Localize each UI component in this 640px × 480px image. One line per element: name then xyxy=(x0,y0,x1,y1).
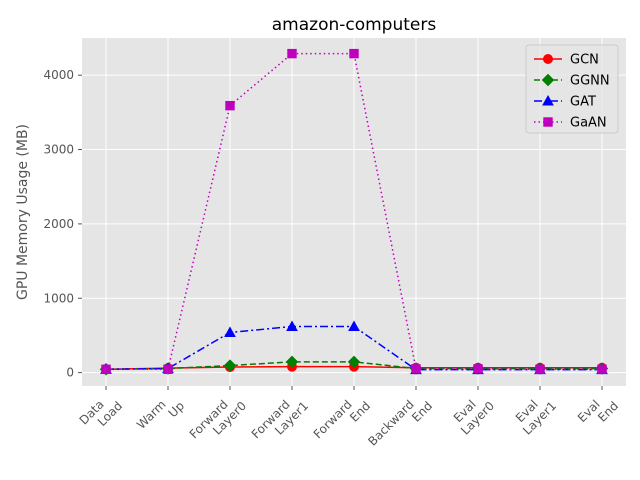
data-point xyxy=(285,355,299,369)
y-axis-ticks: 0 1000 2000 3000 4000 xyxy=(43,68,82,380)
data-point xyxy=(597,364,607,374)
y-tick-label: 1000 xyxy=(43,291,74,305)
series-layer xyxy=(99,48,609,376)
x-tick-label-line: End xyxy=(595,399,621,425)
legend-label: GAT xyxy=(570,95,596,110)
data-point xyxy=(349,48,359,59)
data-point xyxy=(223,359,237,372)
y-tick-label: 4000 xyxy=(43,68,74,82)
data-point xyxy=(287,48,297,59)
x-tick-label: EvalEnd xyxy=(575,389,621,435)
data-point xyxy=(347,355,361,369)
x-tick-label: WarmUp xyxy=(134,389,187,442)
data-point xyxy=(225,100,235,111)
x-tick-label: EvalLayer1 xyxy=(510,389,559,438)
x-tick-label: EvalLayer0 xyxy=(448,389,497,438)
x-tick-label-line: Forward xyxy=(311,397,355,441)
y-tick-label: 2000 xyxy=(43,217,74,231)
y-tick-label: 3000 xyxy=(43,143,74,157)
legend-marker xyxy=(543,54,553,64)
x-tick-label: BackwardEnd xyxy=(365,389,435,459)
legend-item: GCN xyxy=(534,53,599,68)
legend-label: GGNN xyxy=(570,74,610,89)
series-gaan xyxy=(101,48,607,374)
data-point xyxy=(348,320,360,332)
x-tick-label-line: End xyxy=(409,399,435,425)
y-tick-label: 0 xyxy=(66,366,74,380)
legend-label: GCN xyxy=(570,53,599,68)
series-line xyxy=(106,52,602,371)
data-point xyxy=(101,364,111,374)
legend-marker xyxy=(543,117,553,127)
legend-label: GaAN xyxy=(570,116,607,131)
legend-item: GGNN xyxy=(534,74,610,89)
data-point xyxy=(535,364,545,374)
x-tick-label-line: End xyxy=(347,399,373,425)
x-tick-label: ForwardLayer0 xyxy=(187,389,249,451)
x-tick-label: DataLoad xyxy=(77,389,126,438)
x-tick-label-line: Backward xyxy=(365,397,416,448)
legend-item: GaAN xyxy=(534,116,607,131)
data-point xyxy=(163,364,173,374)
legend-marker xyxy=(542,94,554,106)
data-point xyxy=(473,364,483,374)
x-tick-label-line: Warm xyxy=(134,397,169,432)
legend: GCN GGNN GAT GaAN xyxy=(525,44,619,134)
x-tick-label: ForwardEnd xyxy=(311,389,373,451)
data-point xyxy=(411,364,421,374)
legend-box xyxy=(525,44,619,134)
legend-marker xyxy=(541,73,555,87)
x-tick-label-line: Up xyxy=(166,399,188,421)
y-axis-label: GPU Memory Usage (MB) xyxy=(15,124,31,300)
data-point xyxy=(286,320,298,332)
x-axis-ticks: DataLoad WarmUp ForwardLayer0 ForwardLayer1… xyxy=(77,386,621,459)
x-tick-label: ForwardLayer1 xyxy=(249,389,311,451)
data-point xyxy=(224,326,236,337)
chart-title: amazon-computers xyxy=(272,15,437,35)
legend-item: GAT xyxy=(534,95,596,110)
